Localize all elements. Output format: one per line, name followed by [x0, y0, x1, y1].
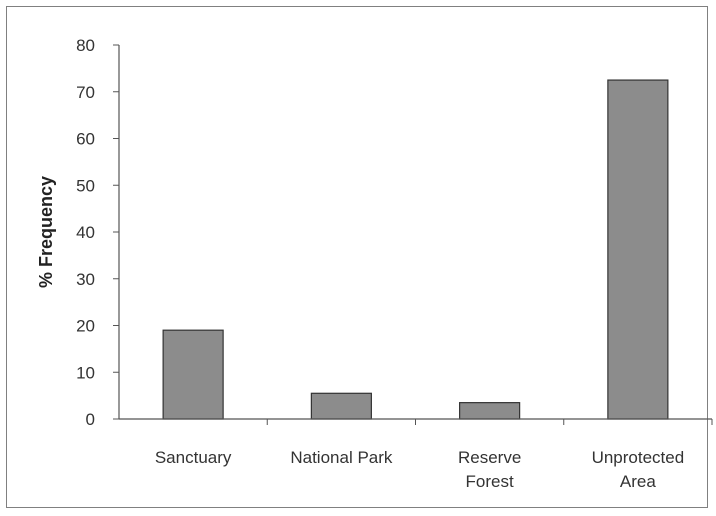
- chart-frame: [6, 6, 708, 508]
- y-tick-label: 80: [76, 36, 95, 55]
- bar: [310, 392, 372, 420]
- bars: [162, 79, 669, 420]
- y-tick-label: 20: [76, 317, 95, 336]
- x-category-label: Unprotected Area: [592, 448, 685, 491]
- bar: [459, 402, 521, 420]
- x-category-label: Reserve Forest: [458, 448, 521, 491]
- category-labels: Sanctuary National Park Reserve Forest Unpro…: [155, 419, 713, 491]
- bar: [607, 79, 669, 420]
- y-tick-label: 40: [76, 223, 95, 242]
- y-tick-label: 10: [76, 363, 95, 382]
- y-tick-label: 0: [86, 410, 95, 429]
- y-tick-label: 60: [76, 130, 95, 149]
- bar: [162, 329, 224, 420]
- y-tick-label: 50: [76, 176, 95, 195]
- x-category-label: Sanctuary: [155, 448, 232, 467]
- y-tick-label: 30: [76, 270, 95, 289]
- x-category-label: National Park: [290, 448, 393, 467]
- y-axis-ticks: 0 10 20 30 40 50 60 70 80: [76, 36, 119, 429]
- y-axis-title: % Frequency: [36, 176, 56, 288]
- y-tick-label: 70: [76, 83, 95, 102]
